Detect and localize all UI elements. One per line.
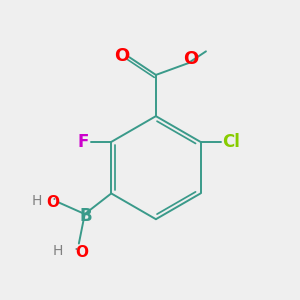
Text: H: H xyxy=(52,244,63,258)
Text: O: O xyxy=(75,245,88,260)
Text: F: F xyxy=(78,133,89,151)
Text: H: H xyxy=(32,194,42,208)
Text: ·: · xyxy=(74,243,78,258)
Text: Cl: Cl xyxy=(223,133,241,151)
Text: B: B xyxy=(80,206,92,224)
Text: O: O xyxy=(114,47,130,65)
Text: ·: · xyxy=(51,193,56,208)
Text: O: O xyxy=(184,50,199,68)
Text: O: O xyxy=(47,195,60,210)
